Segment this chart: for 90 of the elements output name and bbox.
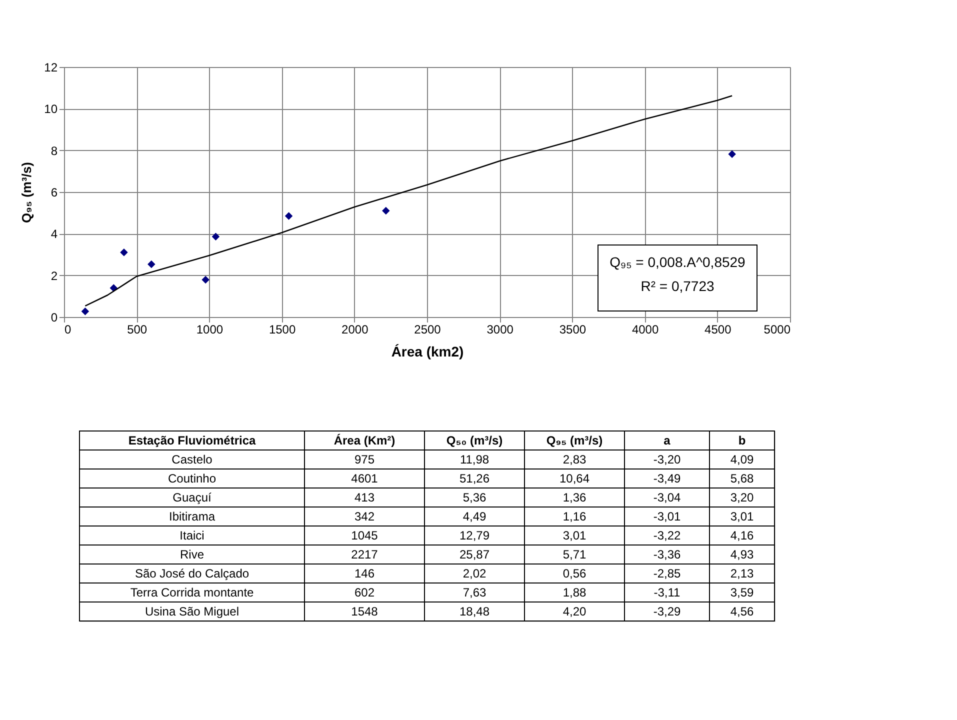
x-tick-label: 1000	[196, 322, 224, 336]
text: 4,20	[562, 604, 586, 618]
x-tick-label: 1500	[268, 322, 296, 336]
text: 975	[354, 452, 375, 466]
x-tick-label: 500	[127, 322, 148, 336]
text: 12,79	[459, 528, 490, 542]
text: 4,09	[730, 452, 754, 466]
point	[202, 276, 210, 284]
y-tick-label: 6	[50, 186, 58, 200]
text: -3,22	[653, 528, 681, 542]
x-tick-label: 4500	[704, 322, 732, 336]
x-tick-label: 3500	[559, 322, 586, 336]
category-label: São José do Calçado	[134, 566, 250, 580]
text: 2,02	[462, 566, 486, 580]
text: 1,16	[562, 510, 586, 524]
text: 3,20	[730, 490, 754, 504]
category-label: Guaçuí	[172, 490, 212, 504]
category-label: Coutinho	[168, 472, 216, 486]
x-tick-label: 4000	[632, 322, 659, 336]
annotation: R² = 0,7723	[640, 278, 714, 294]
text: -3,36	[653, 548, 681, 562]
text: 25,87	[459, 548, 490, 562]
text: -3,11	[654, 586, 680, 600]
text: 3,01	[562, 528, 586, 542]
text: -3,04	[653, 490, 681, 504]
text: 413	[354, 490, 375, 504]
x-tick-label: 2500	[414, 322, 442, 336]
point	[382, 206, 390, 215]
x-tick-label: 5000	[764, 322, 791, 336]
y-tick-label: 12	[44, 60, 58, 74]
category-label: Ibitirama	[168, 510, 216, 524]
text: 51,26	[459, 472, 490, 486]
point	[728, 150, 736, 158]
text: 5,68	[730, 472, 754, 486]
text: -3,49	[653, 472, 681, 486]
text: 5,71	[562, 548, 586, 562]
point	[81, 308, 90, 316]
text: 4,93	[730, 548, 754, 562]
y-tick-label: 8	[50, 144, 58, 158]
category-label: Terra Corrida montante	[130, 586, 254, 600]
text: 5,36	[462, 490, 486, 504]
y-tick-label: 4	[50, 227, 58, 242]
y-tick-label: 2	[50, 268, 58, 283]
text: 146	[354, 566, 375, 580]
category-label: a	[664, 434, 671, 448]
y-axis-title: Q₉₅ (m³/s)	[19, 162, 34, 223]
category-label: Castelo	[172, 452, 212, 466]
text: 1,88	[562, 586, 586, 600]
text: 3,59	[730, 586, 754, 600]
text: 2,83	[562, 452, 586, 466]
category-label: Q₉₅ (m³/s)	[546, 434, 603, 448]
text: 0,56	[562, 566, 586, 580]
text: 4601	[351, 472, 378, 486]
category-label: Estação Fluviométrica	[128, 434, 256, 448]
point	[284, 212, 293, 220]
text: 11,98	[460, 452, 490, 466]
category-label: Itaici	[180, 528, 204, 542]
text: 7,63	[462, 586, 486, 600]
category-label: b	[738, 434, 746, 448]
text: 3,01	[730, 510, 754, 524]
text: 1045	[351, 528, 378, 542]
y-tick-label: 10	[44, 102, 58, 116]
point	[212, 232, 220, 240]
text: 4,56	[730, 604, 754, 618]
category-label: Q₅₀ (m³/s)	[446, 434, 503, 448]
text: 1548	[351, 604, 378, 618]
text: 2,13	[730, 566, 754, 580]
text: 2217	[351, 548, 378, 562]
text: 342	[354, 510, 375, 524]
text: 18,48	[459, 604, 490, 618]
text: 1,36	[562, 490, 586, 504]
x-tick-label: 2000	[342, 322, 369, 336]
text: -2,85	[653, 566, 681, 580]
x-tick-label: 3000	[486, 322, 514, 336]
category-label: Área (Km²)	[334, 434, 396, 448]
text: 602	[354, 586, 375, 600]
text: 10,64	[559, 472, 590, 486]
y-tick-label: 0	[50, 310, 58, 324]
text: 4,16	[730, 528, 754, 542]
annotation: Q₉₅ = 0,008.A^0,8529	[610, 254, 746, 270]
category-label: Usina São Miguel	[144, 604, 240, 618]
text: -3,01	[653, 510, 681, 524]
point	[148, 260, 156, 268]
point	[120, 248, 128, 256]
text: -3,29	[653, 604, 681, 618]
category-label: Rive	[180, 548, 204, 562]
x-tick-label: 0	[64, 322, 72, 336]
x-axis-title: Área (km2)	[391, 344, 464, 360]
text: 4,49	[462, 510, 486, 524]
text: -3,20	[653, 452, 681, 466]
